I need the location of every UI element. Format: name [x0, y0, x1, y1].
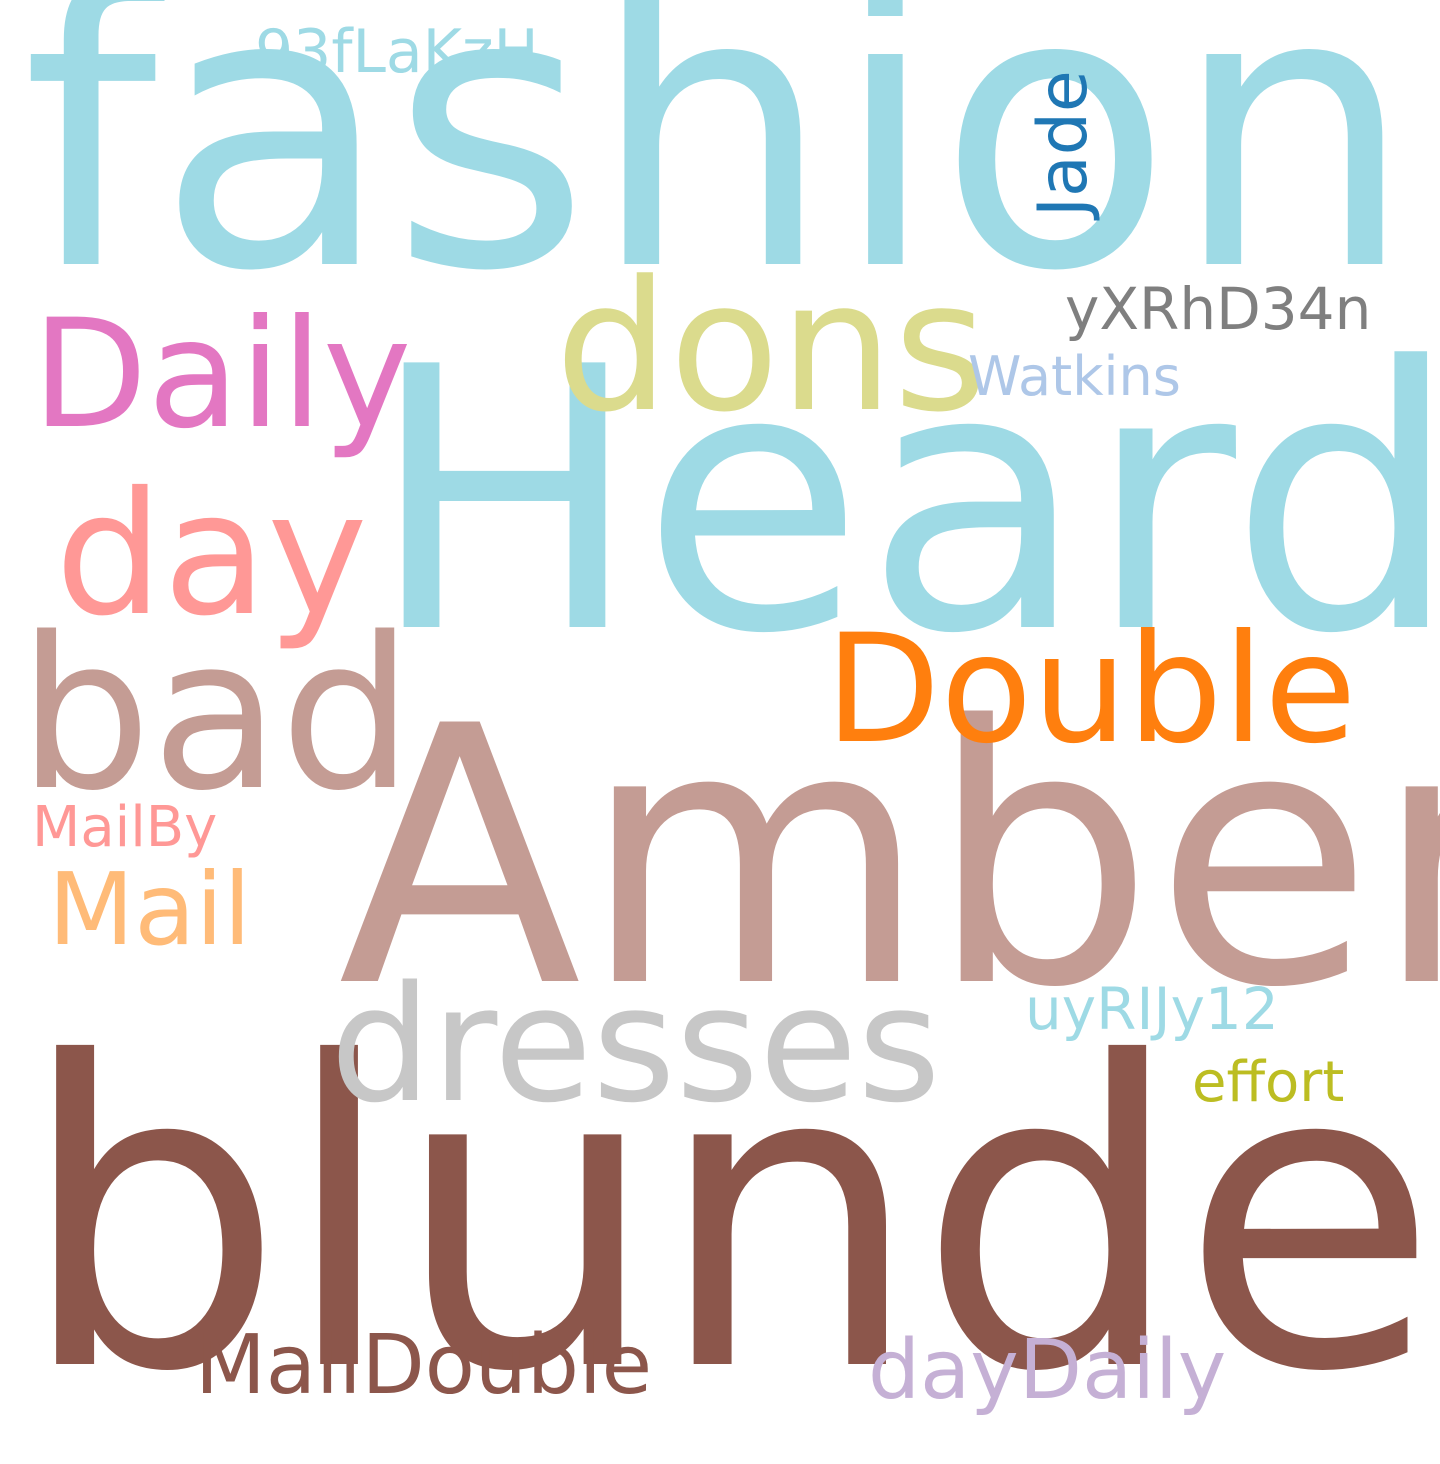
- word-blunder: blunder: [18, 975, 1440, 1464]
- word-maildouble: MailDouble: [195, 1318, 653, 1413]
- word-93flakzh: 93fLaKzH: [255, 17, 539, 87]
- word-day: day: [55, 456, 368, 654]
- word-dons: dons: [555, 243, 988, 452]
- word-heard: Heard: [368, 290, 1440, 713]
- word-daydaily: dayDaily: [868, 1323, 1227, 1418]
- word-jade: Jade: [1024, 70, 1103, 217]
- word-effort: effort: [1192, 1050, 1345, 1115]
- word-amber: Amber: [338, 651, 1440, 1065]
- word-dresses: dresses: [330, 951, 941, 1138]
- word-mail: Mail: [48, 851, 252, 968]
- word-fashion: fashion: [22, 0, 1415, 355]
- word-uyrijy12: uyRIJy12: [1025, 975, 1279, 1043]
- word-yxrhd34n: yXRhD34n: [1065, 275, 1372, 343]
- word-mailby: MailBy: [32, 795, 218, 860]
- word-watkins: Watkins: [968, 345, 1181, 408]
- word-double: Double: [825, 603, 1357, 777]
- word-daily: Daily: [32, 288, 412, 462]
- word-bad: bad: [18, 592, 414, 837]
